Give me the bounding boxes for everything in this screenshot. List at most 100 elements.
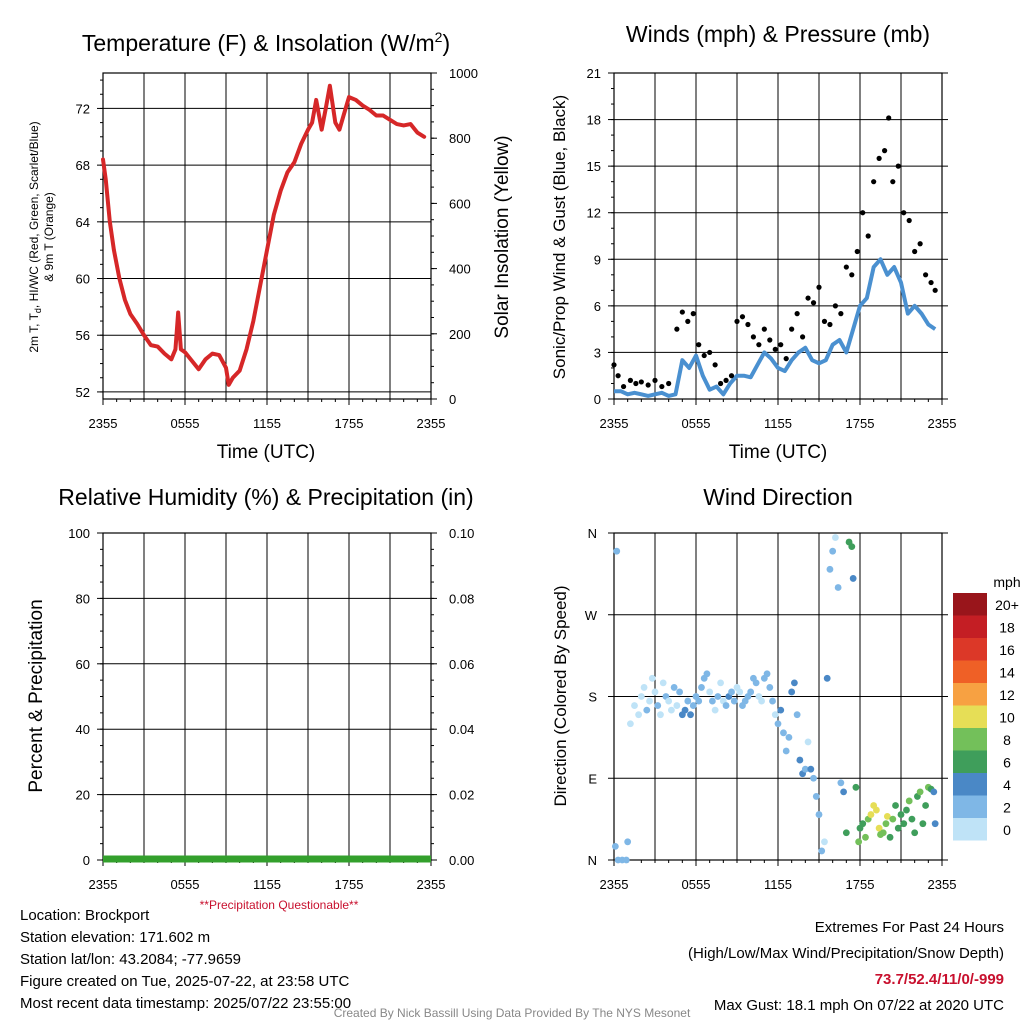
gust-point [627,377,634,383]
temp-xtick-label: 1755 [335,416,364,431]
temperature-title: Temperature (F) & Insolation (W/m2) [82,29,450,56]
legend-label: 20+ [995,597,1019,613]
direction-point [711,706,719,714]
gust-point [633,380,639,387]
legend-swatch [953,593,987,616]
insolation-y2tick-label: 0 [449,392,456,407]
direction-point [804,738,812,746]
legend-label: 8 [1003,732,1011,748]
dir-ytick-label: N [588,853,597,868]
dir-ytick-label: E [588,771,597,786]
wind-ytick-label: 0 [594,392,601,407]
direction-point [788,688,796,696]
direction-point [646,697,653,705]
dir-ytick-label: S [588,690,597,705]
wind-ytick-label: 12 [587,206,601,221]
direction-point [879,829,887,837]
created-text: Figure created on Tue, 2025-07-22, at 23… [20,973,350,990]
direction-point [916,788,924,796]
direction-point [791,679,798,687]
direction-point [840,788,847,796]
direction-point [892,802,899,809]
gust-point [860,210,866,216]
gust-point [761,326,767,332]
direction-point [849,575,857,582]
direction-point [766,684,774,691]
legend-label: 4 [1003,777,1011,793]
gust-point [666,380,672,387]
direction-point [848,543,856,551]
gust-point [739,314,746,320]
direction-point [736,688,744,696]
direction-point [730,697,738,705]
direction-point [785,733,793,741]
gust-point [923,272,929,278]
direction-point [703,670,711,678]
direction-point [627,720,634,728]
wind-ytick-label: 9 [594,252,601,267]
gust-point [876,155,882,161]
insolation-y2tick-label: 200 [449,327,471,342]
wind-xtick-label: 2355 [600,416,629,431]
legend-swatch [953,683,987,706]
dir-xtick-label: 2355 [600,877,629,892]
gust-point [928,279,934,286]
direction-point [842,829,850,837]
dir-plot-frame [613,532,943,861]
direction-point [922,802,929,809]
gust-point [882,148,888,154]
direction-point [676,688,683,696]
direction-point [673,702,681,709]
insolation-y2tick-label: 1000 [449,66,478,81]
temp-plot-frame [102,72,432,400]
direction-point [862,833,869,841]
gust-point [638,379,644,385]
gust-point [810,300,817,306]
temp-ytick-label: 52 [76,385,90,400]
temp-xtick-label: 0555 [171,416,200,431]
gust-point [701,352,707,359]
direction-point [637,693,645,700]
direction-point [780,729,787,737]
direction-point [769,697,776,705]
precip-y2tick-label: 0.06 [449,657,474,672]
direction-point [894,824,902,832]
winds-panel: Winds (mph) & Pressure (mb) Time (UTC) S… [550,21,956,463]
direction-point [815,811,823,818]
rh-ytick-label: 60 [76,657,90,672]
wind-direction-title: Wind Direction [703,484,853,510]
precip-y2tick-label: 0.10 [449,526,474,541]
direction-point [648,674,656,682]
direction-point [812,793,820,800]
rh-xtick-label: 2355 [89,877,118,892]
direction-point [823,674,831,682]
temperature-panel: Temperature (F) & Insolation (W/m2) Time… [27,29,513,463]
direction-point [919,820,927,828]
direction-point [911,829,919,837]
dir-xtick-label: 1155 [764,877,792,892]
wind-plot-frame [613,72,943,400]
max-gust-text: Max Gust: 18.1 mph On 07/22 at 2020 UTC [713,997,1004,1014]
extremes-title: Extremes For Past 24 Hours [814,919,1004,936]
precip-questionable-note: **Precipitation Questionable** [200,898,359,912]
wind-xtick-label: 1155 [764,416,792,431]
insolation-y2tick-label: 400 [449,262,471,277]
direction-point [640,684,648,691]
direction-point [771,711,779,719]
direction-point [654,702,662,709]
legend-swatch [953,728,987,751]
insolation-y2tick-label: 600 [449,196,471,211]
gust-point [712,362,718,368]
direction-point [810,774,817,782]
direction-point [837,779,845,787]
direction-point [882,820,890,828]
gust-point [778,342,784,348]
temp-ytick-label: 68 [76,158,90,173]
legend-title: mph [993,574,1020,590]
dir-ytick-label: N [588,526,597,541]
gust-point [890,179,896,185]
direction-point [873,806,880,814]
latlon-text: Station lat/lon: 43.2084; -77.9659 [20,951,242,968]
direction-point [670,684,678,691]
gust-point [685,318,691,324]
